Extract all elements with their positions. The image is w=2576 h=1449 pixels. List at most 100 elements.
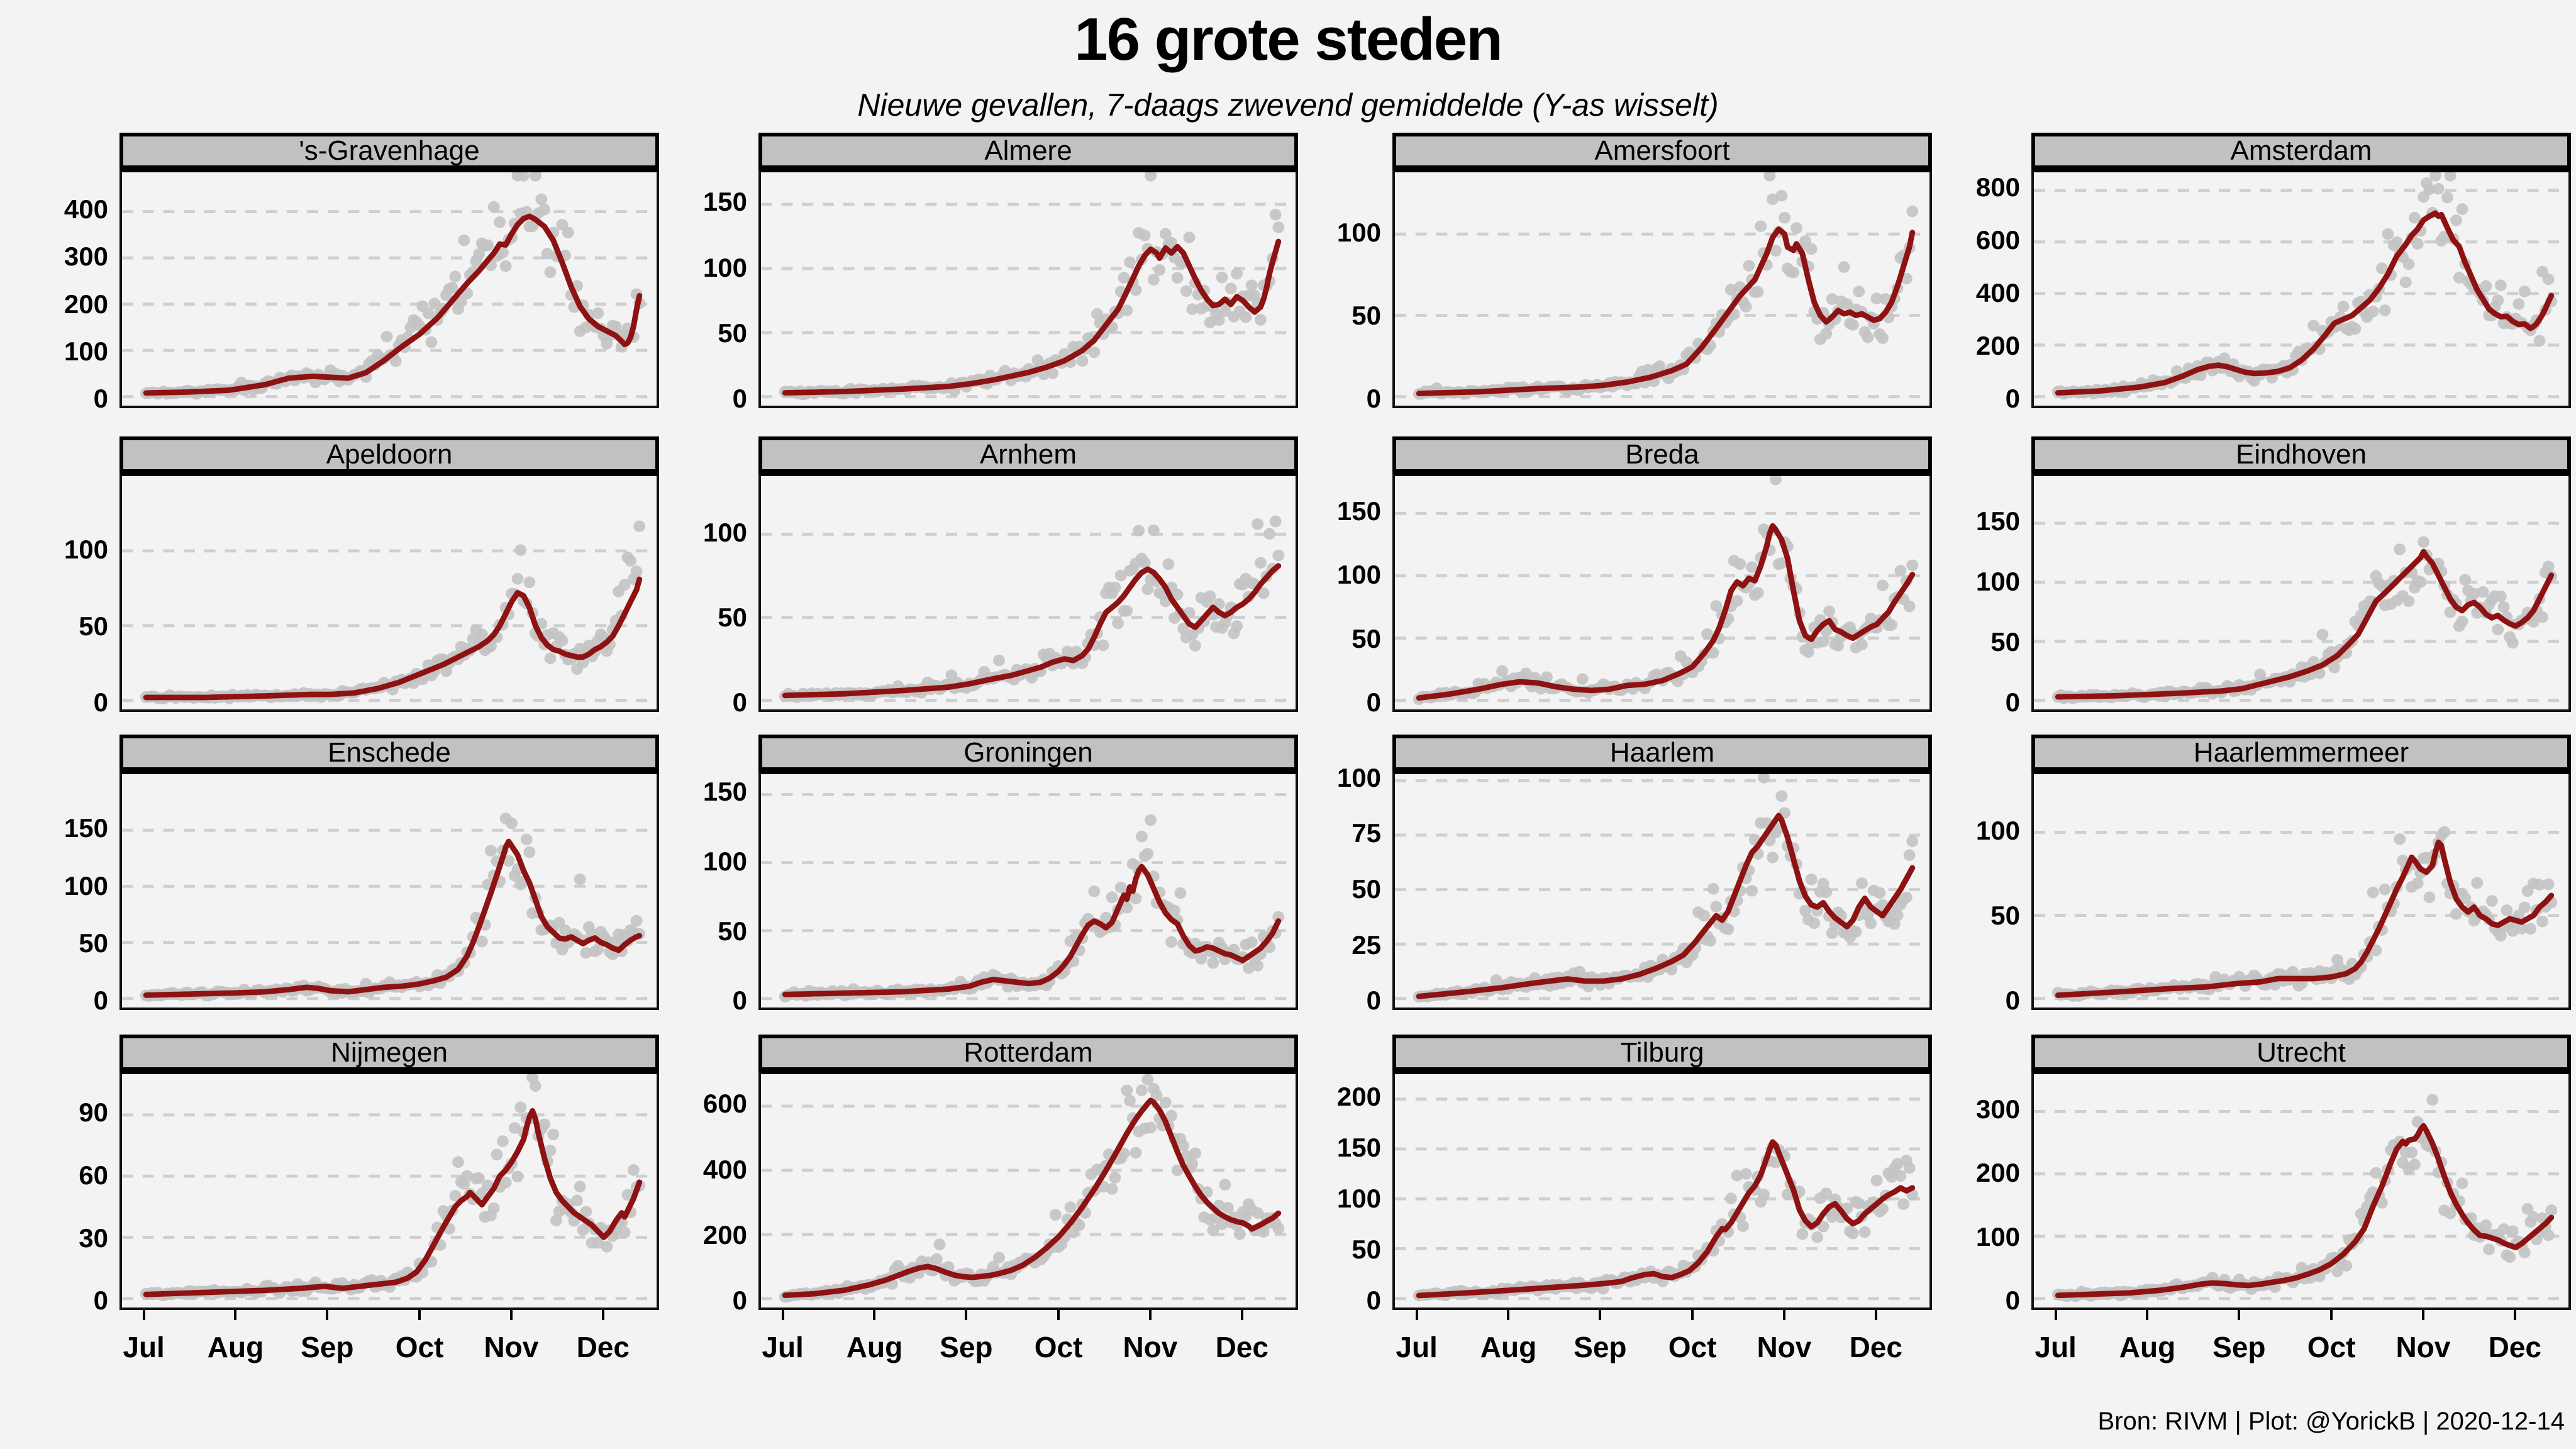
chart-subtitle: Nieuwe gevallen, 7-daags zwevend gemidde… — [857, 87, 1719, 123]
y-tick-label: 0 — [2005, 1285, 2020, 1316]
scatter-point — [1049, 1209, 1062, 1221]
scatter-point — [601, 1240, 613, 1253]
scatter-point — [452, 1156, 464, 1169]
scatter-point — [518, 172, 530, 182]
scatter-point — [1064, 1201, 1077, 1213]
average-line — [1416, 523, 1916, 701]
scatter-point — [574, 873, 586, 886]
scatter-point — [455, 296, 467, 308]
scatter-point — [1874, 887, 1886, 899]
scatter-point — [2518, 901, 2531, 914]
x-tick-mark — [1782, 1310, 1785, 1320]
scatter-point — [1707, 883, 1719, 895]
average-line — [143, 838, 643, 998]
panel-utrecht: Utrecht — [2031, 1035, 2571, 1310]
y-tick-label: 400 — [1975, 278, 2020, 308]
scatter-point — [2418, 536, 2429, 548]
scatter-point — [485, 845, 497, 857]
y-tick-label: 300 — [64, 242, 108, 272]
y-tick-label: 150 — [702, 187, 747, 217]
scatter-point — [544, 652, 557, 665]
y-tick-label: 600 — [1975, 225, 2020, 255]
scatter-point — [1808, 917, 1821, 930]
scatter-point — [1213, 314, 1225, 326]
average-line — [2055, 210, 2555, 396]
scatter-point — [1858, 1226, 1871, 1238]
scatter-point — [1755, 220, 1767, 232]
panel-rotterdam: Rotterdam — [758, 1035, 1298, 1310]
x-tick-label: Jul — [123, 1331, 165, 1363]
scatter-point — [630, 914, 643, 927]
scatter-point — [1165, 936, 1178, 948]
scatter-point — [422, 307, 435, 319]
scatter-point — [1272, 549, 1285, 562]
scatter-point — [1767, 193, 1779, 206]
scatter-point — [1736, 1220, 1749, 1232]
scatter-point — [1245, 936, 1258, 948]
x-tick-label: Dec — [2488, 1331, 2541, 1363]
panel-apeldoorn: Apeldoorn — [119, 436, 659, 712]
y-tick-label: 50 — [1352, 623, 1381, 653]
scatter-point — [993, 1252, 1005, 1263]
average-line — [143, 1108, 643, 1297]
scatter-point — [1141, 583, 1154, 596]
y-tick-label: 50 — [1990, 627, 2020, 657]
scatter-point — [2411, 1116, 2424, 1128]
x-tick-label: Oct — [2307, 1331, 2356, 1363]
scatter-point — [1520, 667, 1532, 679]
x-tick-label: Aug — [1480, 1331, 1537, 1363]
scatter-point — [2528, 1211, 2540, 1223]
x-tick-mark — [1874, 1310, 1877, 1320]
scatter-point — [2426, 1094, 2439, 1106]
scatter-point — [482, 239, 494, 252]
x-tick-mark — [2421, 1310, 2424, 1320]
scatter-point — [1817, 1220, 1829, 1233]
y-tick-label: 150 — [1336, 496, 1381, 526]
x-tick-mark — [509, 1310, 513, 1320]
scatter-point — [1752, 286, 1764, 298]
y-tick-label: 100 — [702, 517, 747, 547]
plot-area — [119, 169, 659, 408]
average-line — [143, 213, 643, 396]
x-tick-label: Dec — [576, 1331, 630, 1363]
plot-area — [758, 169, 1298, 408]
scatter-point — [547, 1128, 560, 1141]
scatter-point — [1159, 1096, 1172, 1109]
panel-title: Amsterdam — [2031, 133, 2571, 169]
scatter-point — [1204, 590, 1216, 602]
scatter-point — [1731, 595, 1743, 607]
scatter-point — [1725, 1192, 1737, 1204]
scatter-point — [2367, 305, 2379, 318]
panel-amersfoort: Amersfoort — [1392, 133, 1932, 408]
average-line — [782, 863, 1282, 997]
x-tick-mark — [142, 1310, 145, 1320]
x-tick-mark — [1691, 1310, 1694, 1320]
scatter-point — [1171, 272, 1184, 284]
scatter-point — [2542, 1229, 2555, 1241]
scatter-point — [1109, 1172, 1121, 1184]
x-tick-label: Nov — [1757, 1331, 1812, 1363]
scatter-point — [1779, 211, 1790, 224]
chart-title: 16 grote steden — [1074, 6, 1503, 73]
y-tick-label: 0 — [1366, 384, 1381, 414]
scatter-point — [461, 1170, 474, 1182]
x-tick-label: Sep — [301, 1331, 354, 1363]
plot-area — [1392, 473, 1932, 712]
scatter-point — [1775, 790, 1788, 802]
panel-almere: Almere — [758, 133, 1298, 408]
scatter-point — [2480, 1219, 2492, 1231]
scatter-point — [2406, 1146, 2418, 1158]
y-tick-label: 75 — [1352, 818, 1381, 848]
scatter-point — [1796, 1228, 1809, 1240]
scatter-point — [2480, 280, 2492, 292]
scatter-point — [1263, 528, 1276, 540]
panel-title: Almere — [758, 133, 1298, 169]
scatter-point — [1150, 1089, 1163, 1101]
scatter-point — [1159, 228, 1172, 240]
scatter-point — [1233, 1228, 1246, 1240]
scatter-point — [499, 1176, 512, 1189]
panel--s-gravenhage: 's-Gravenhage — [119, 133, 659, 408]
scatter-point — [1769, 245, 1782, 257]
scatter-point — [1752, 587, 1764, 599]
chart-canvas — [761, 172, 1296, 401]
